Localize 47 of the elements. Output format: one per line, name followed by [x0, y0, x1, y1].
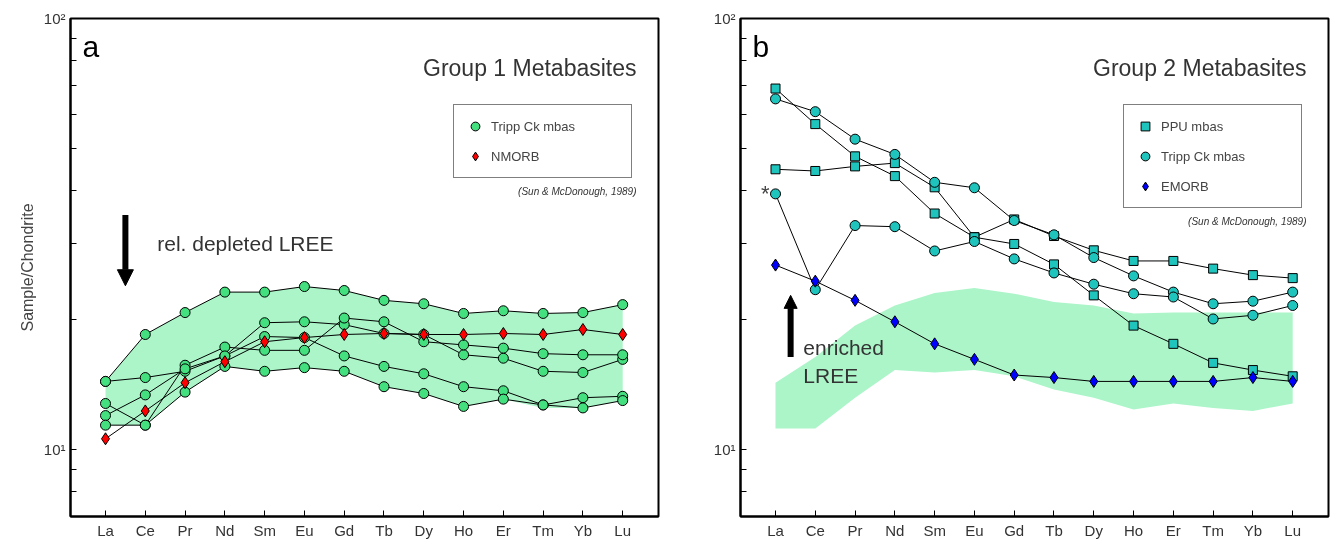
x-tick-label: Tb	[375, 521, 393, 539]
y-axis-title: Sample/Chondrite	[18, 203, 36, 332]
y-tick-label: 10¹	[43, 441, 66, 459]
annotation: a	[82, 29, 100, 63]
x-tick-label: Nd	[885, 521, 905, 539]
x-tick-label: Eu	[295, 521, 314, 539]
annotation: (Sun & McDonough, 1989)	[1188, 215, 1307, 227]
text: Group 2 Metabasites	[1093, 54, 1307, 81]
x-tick-label: Ho	[453, 521, 474, 539]
x-tick-label: Ce	[135, 521, 155, 539]
annotation: b	[752, 29, 770, 63]
x-tick-label: Yb	[1243, 521, 1263, 539]
legend-label: EMORB	[1161, 178, 1210, 194]
x-tick-label: Ho	[1123, 521, 1144, 539]
legend-label: NMORB	[491, 148, 541, 164]
x-tick-label: Gd	[1004, 521, 1025, 539]
legend-label: PPU mbas	[1161, 118, 1225, 134]
x-tick-label: Nd	[215, 521, 235, 539]
x-tick-label: Yb	[573, 521, 593, 539]
annotation: enriched LREE	[803, 336, 884, 387]
x-tick-label: Eu	[965, 521, 984, 539]
x-tick-label: Er	[1165, 521, 1181, 539]
x-tick-label: La	[767, 521, 785, 539]
x-tick-label: Dy	[414, 521, 434, 539]
text: Group 1 Metabasites	[423, 54, 637, 81]
x-tick-label: Tb	[1045, 521, 1063, 539]
y-tick-label: 10²	[43, 10, 66, 27]
annotation: *	[760, 181, 770, 207]
y-tick-label: 10¹	[713, 441, 736, 459]
x-tick-label: Sm	[253, 521, 276, 539]
x-tick-label: Gd	[334, 521, 355, 539]
x-tick-label: Tm	[532, 521, 554, 539]
legend-label: Tripp Ck mbas	[491, 118, 577, 134]
x-tick-label: Lu	[1284, 521, 1302, 539]
annotation: rel. depleted LREE	[157, 232, 334, 256]
x-tick-label: Tm	[1202, 521, 1224, 539]
annotation: (Sun & McDonough, 1989)	[518, 185, 637, 197]
x-tick-label: Pr	[847, 521, 863, 539]
x-tick-label: Lu	[614, 521, 632, 539]
x-tick-label: Er	[495, 521, 511, 539]
x-tick-label: Ce	[805, 521, 825, 539]
y-tick-label: 10²	[713, 10, 736, 27]
x-tick-label: Dy	[1084, 521, 1104, 539]
x-tick-label: Pr	[177, 521, 193, 539]
legend-label: Tripp Ck mbas	[1161, 148, 1247, 164]
x-tick-label: Sm	[923, 521, 946, 539]
x-tick-label: La	[97, 521, 115, 539]
